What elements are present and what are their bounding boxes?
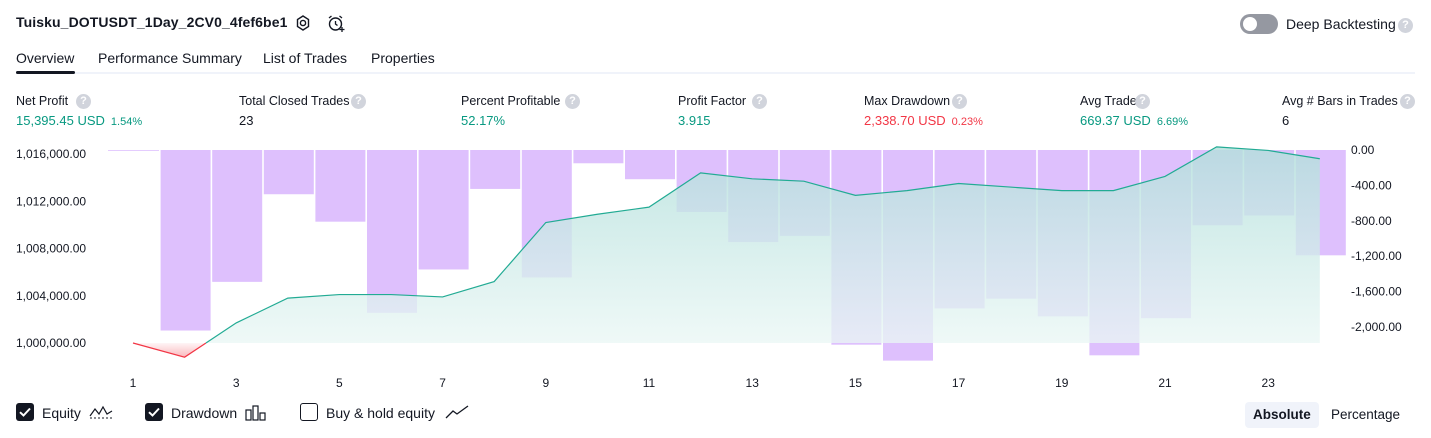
- active-tab-indicator: [16, 71, 75, 74]
- equity-checkbox[interactable]: [16, 403, 34, 421]
- metric-value-text: 52.17%: [461, 113, 506, 128]
- metric-help-icon[interactable]: ?: [76, 94, 91, 109]
- x-axis-tick: 19: [1055, 376, 1069, 390]
- left-axis-tick: 1,012,000.00: [16, 194, 86, 208]
- metric-percent: 0.23%: [951, 116, 983, 128]
- x-axis-tick: 17: [952, 376, 966, 390]
- x-axis-tick: 3: [233, 376, 240, 390]
- drawdown-label: Drawdown: [171, 405, 238, 421]
- metric-value-text: 15,395.45 USD: [16, 113, 105, 128]
- equity-area: [205, 146, 1320, 343]
- right-axis-tick: -2,000.00: [1351, 320, 1402, 334]
- tab-overview[interactable]: Overview: [16, 50, 75, 66]
- metric-value: 52.17%: [461, 113, 505, 128]
- x-axis-tick: 21: [1158, 376, 1172, 390]
- right-axis-tick: 0.00: [1351, 143, 1375, 157]
- x-axis-tick: 15: [849, 376, 863, 390]
- metric-percent: 1.54%: [110, 116, 143, 128]
- metric-value: 2,338.70 USD 0.23%: [864, 113, 983, 128]
- buy-hold-checkbox[interactable]: [300, 403, 318, 421]
- left-axis-tick: 1,016,000.00: [16, 147, 86, 161]
- metric-help-icon[interactable]: ?: [565, 94, 580, 109]
- x-axis-tick: 11: [643, 376, 656, 390]
- metric-label: Net Profit: [16, 94, 69, 108]
- left-axis-tick: 1,000,000.00: [16, 336, 86, 350]
- metric-value: 15,395.45 USD 1.54%: [16, 113, 142, 128]
- metric-label: Avg # Bars in Trades: [1282, 94, 1398, 108]
- right-axis-tick: -1,200.00: [1351, 249, 1402, 263]
- settings-icon[interactable]: [293, 13, 313, 33]
- right-axis-tick: -400.00: [1351, 178, 1392, 192]
- metric-value-text: 6: [1282, 113, 1290, 128]
- metric-label: Avg Trade: [1080, 94, 1137, 108]
- x-axis-tick: 7: [439, 376, 446, 390]
- drawdown-bar: [573, 150, 624, 164]
- metric-value-text: 23: [239, 113, 254, 128]
- drawdown-bar: [470, 150, 521, 189]
- equity-line: [205, 146, 1320, 344]
- percentage-button[interactable]: Percentage: [1331, 407, 1401, 422]
- metric-value: 669.37 USD 6.69%: [1080, 113, 1188, 128]
- equity-icon: [89, 405, 113, 419]
- equity-negative-area: [133, 343, 206, 358]
- left-axis-tick: 1,008,000.00: [16, 242, 86, 256]
- metric-help-icon[interactable]: ?: [351, 94, 366, 109]
- metric-value: 6: [1282, 113, 1289, 128]
- x-axis-tick: 1: [130, 376, 137, 390]
- drawdown-bar: [625, 150, 675, 180]
- metric-label: Max Drawdown: [864, 94, 951, 108]
- strategy-title: Tuisku_DOTUSDT_1Day_2CV0_4fef6be1: [16, 14, 288, 30]
- buy-hold-icon: [445, 405, 469, 419]
- metric-value-text: 2,338.70 USD: [864, 113, 946, 128]
- metric-value: 3.915: [678, 113, 711, 128]
- x-axis-tick: 13: [746, 376, 760, 390]
- tab-properties[interactable]: Properties: [371, 50, 435, 66]
- drawdown-bar: [160, 150, 211, 331]
- metric-value: 23: [239, 113, 253, 128]
- left-axis-tick: 1,004,000.00: [16, 289, 86, 303]
- metric-help-icon[interactable]: ?: [1400, 94, 1415, 109]
- right-axis-tick: -1,600.00: [1351, 285, 1402, 299]
- drawdown-icon: [245, 405, 266, 421]
- right-axis-tick: -800.00: [1351, 214, 1392, 228]
- metric-value-text: 3.915: [678, 113, 711, 128]
- drawdown-bar: [212, 150, 263, 282]
- drawdown-bar: [263, 150, 314, 195]
- toggle-knob: [1243, 17, 1257, 31]
- drawdown-bar: [367, 150, 417, 313]
- help-icon[interactable]: ?: [1398, 18, 1413, 33]
- metric-label: Profit Factor: [678, 94, 747, 108]
- deep-backtesting-label: Deep Backtesting: [1286, 16, 1396, 32]
- metric-help-icon[interactable]: ?: [952, 94, 967, 109]
- equity-label: Equity: [42, 405, 81, 421]
- absolute-button[interactable]: Absolute: [1245, 402, 1319, 428]
- metric-value-text: 669.37 USD: [1080, 113, 1151, 128]
- metric-label: Total Closed Trades: [239, 94, 350, 108]
- drawdown-bar: [108, 150, 159, 151]
- x-axis-tick: 5: [336, 376, 343, 390]
- buy-hold-label: Buy & hold equity: [326, 405, 435, 421]
- equity-line-negative: [132, 342, 207, 358]
- equity-drawdown-chart[interactable]: 1,016,000.00 1,012,000.00 1,008,000.00 1,00…: [0, 140, 1431, 395]
- x-axis-tick: 9: [542, 376, 549, 390]
- drawdown-checkbox[interactable]: [145, 403, 163, 421]
- x-axis-tick: 23: [1262, 376, 1276, 390]
- drawdown-bar: [315, 150, 366, 222]
- metric-label: Percent Profitable: [461, 94, 561, 108]
- metric-percent: 6.69%: [1156, 116, 1189, 128]
- metric-help-icon[interactable]: ?: [1135, 94, 1150, 109]
- deep-backtesting-toggle[interactable]: [1240, 14, 1278, 34]
- add-alert-icon[interactable]: [326, 13, 346, 33]
- drawdown-bar: [418, 150, 469, 270]
- metric-help-icon[interactable]: ?: [752, 94, 767, 109]
- tab-list-of-trades[interactable]: List of Trades: [263, 50, 348, 66]
- tab-performance-summary[interactable]: Performance Summary: [98, 50, 242, 66]
- tabs-divider: [16, 72, 1415, 74]
